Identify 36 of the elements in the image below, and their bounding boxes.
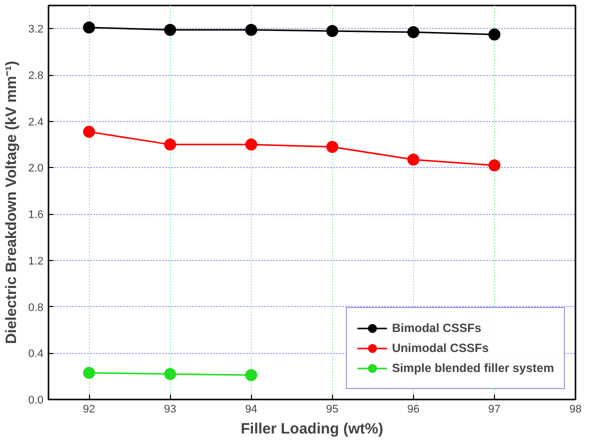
y-tick-label: 1.6 — [28, 209, 44, 222]
point — [164, 24, 176, 36]
x-tick-label: 97 — [488, 404, 501, 416]
x-tick-label: 95 — [326, 404, 338, 416]
y-tick-label: 0.8 — [28, 302, 44, 314]
y-tick-label: 2.0 — [28, 162, 44, 175]
x-tick-label: 96 — [407, 404, 420, 416]
y-tick-label: 0.4 — [28, 348, 44, 360]
point — [245, 24, 258, 36]
x-tick-label: 98 — [569, 404, 582, 416]
legend-label: Bimodal CSSFs — [392, 321, 482, 335]
y-tick-label: 2.4 — [28, 116, 44, 128]
point — [83, 126, 96, 138]
y-tick-label: 1.2 — [28, 255, 44, 268]
point — [407, 154, 420, 166]
x-tick-label: 92 — [82, 404, 96, 416]
y-tick-label: 2.8 — [28, 70, 44, 82]
legend-label: Simple blended filler system — [392, 361, 554, 375]
y-axis-title: Dielectric Breakdown Voltage (kV mm⁻¹) — [3, 60, 20, 344]
x-axis-title: Filler Loading (wt%) — [240, 420, 384, 438]
point — [488, 28, 500, 40]
point — [245, 369, 258, 382]
point — [326, 25, 338, 37]
legend-label: Unimodal CSSFs — [392, 341, 489, 355]
point — [326, 140, 338, 153]
x-tick-label: 93 — [164, 404, 176, 416]
y-tick-label: 3.2 — [28, 24, 44, 36]
point — [488, 159, 500, 172]
point — [83, 22, 96, 34]
point — [164, 368, 176, 380]
point — [245, 138, 258, 151]
point — [407, 26, 420, 38]
y-tick-label: 0.0 — [28, 394, 44, 406]
point — [83, 366, 96, 379]
x-tick-label: 94 — [245, 404, 258, 416]
point — [164, 138, 176, 151]
